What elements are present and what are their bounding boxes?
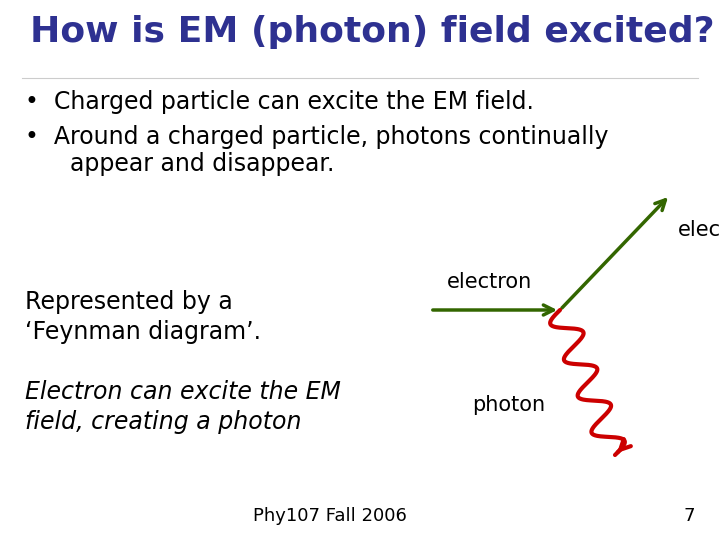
Text: Represented by a: Represented by a	[25, 290, 233, 314]
Text: Phy107 Fall 2006: Phy107 Fall 2006	[253, 507, 407, 525]
Text: appear and disappear.: appear and disappear.	[25, 152, 334, 176]
Text: field, creating a photon: field, creating a photon	[25, 410, 302, 434]
Text: How is EM (photon) field excited?: How is EM (photon) field excited?	[30, 15, 715, 49]
Text: •  Around a charged particle, photons continually: • Around a charged particle, photons con…	[25, 125, 608, 149]
Text: •  Charged particle can excite the EM field.: • Charged particle can excite the EM fie…	[25, 90, 534, 114]
Text: electron: electron	[447, 272, 533, 292]
Text: ‘Feynman diagram’.: ‘Feynman diagram’.	[25, 320, 261, 344]
Text: photon: photon	[472, 395, 545, 415]
Text: Electron can excite the EM: Electron can excite the EM	[25, 380, 341, 404]
Text: electron: electron	[678, 220, 720, 240]
Text: 7: 7	[683, 507, 695, 525]
